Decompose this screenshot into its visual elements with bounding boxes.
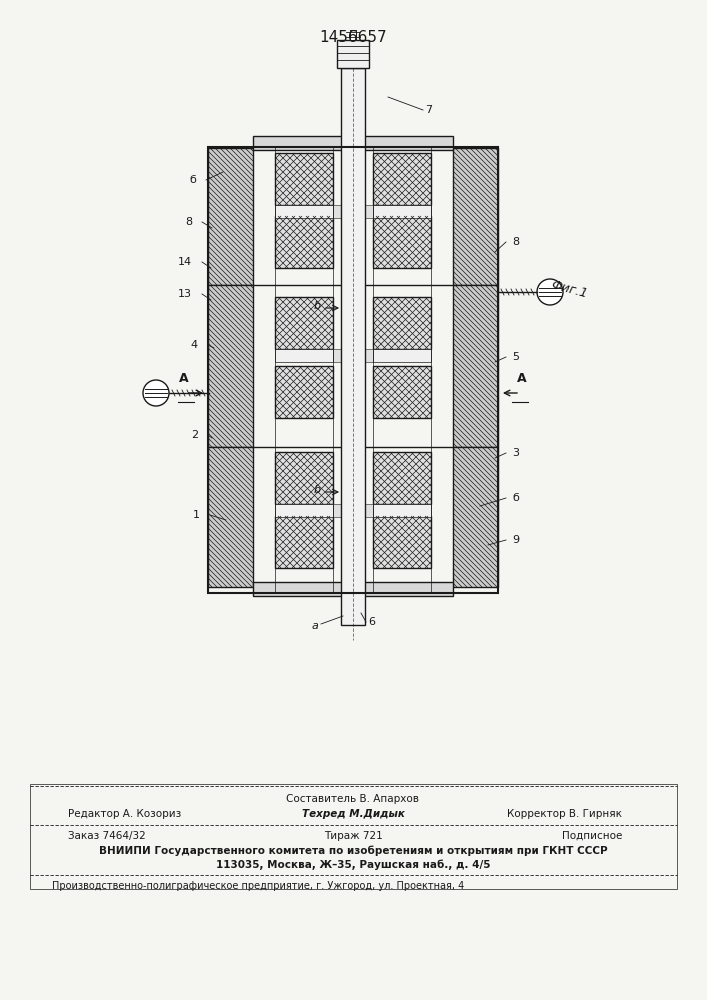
Bar — [373, 366, 431, 418]
Bar — [253, 582, 453, 596]
Bar — [373, 205, 431, 218]
Text: 2: 2 — [191, 430, 198, 440]
Bar — [208, 285, 253, 447]
Bar — [275, 349, 333, 362]
Text: Техред М.Дидык: Техред М.Дидык — [302, 809, 404, 819]
Bar — [373, 516, 431, 568]
Text: б: б — [512, 493, 519, 503]
Circle shape — [143, 380, 169, 406]
Bar — [373, 504, 431, 517]
Bar — [337, 40, 369, 68]
Text: 5: 5 — [512, 352, 519, 362]
Bar — [275, 297, 333, 349]
Text: 1: 1 — [193, 510, 200, 520]
Bar — [350, 30, 356, 40]
Text: Редактор А. Козориз: Редактор А. Козориз — [68, 809, 181, 819]
Bar — [453, 148, 498, 285]
Text: Фиг.1: Фиг.1 — [550, 279, 590, 301]
Bar — [373, 297, 431, 349]
Text: 4: 4 — [191, 340, 198, 350]
Bar — [341, 68, 365, 625]
Circle shape — [537, 279, 563, 305]
Bar — [453, 447, 498, 587]
Bar — [208, 147, 498, 593]
Text: Составитель В. Апархов: Составитель В. Апархов — [286, 794, 419, 804]
Bar — [275, 504, 333, 517]
Bar — [275, 216, 333, 268]
Text: 7: 7 — [425, 105, 432, 115]
Bar — [365, 205, 373, 218]
Text: 8: 8 — [512, 237, 519, 247]
Bar — [453, 285, 498, 447]
Bar — [275, 205, 333, 218]
Bar — [333, 504, 341, 517]
Text: Производственно-полиграфическое предприятие, г. Ужгород, ул. Проектная, 4: Производственно-полиграфическое предприя… — [52, 881, 464, 891]
Text: 13: 13 — [178, 289, 192, 299]
Bar — [365, 349, 373, 362]
Text: Тираж 721: Тираж 721 — [324, 831, 382, 841]
Bar — [30, 784, 677, 889]
Bar — [208, 447, 253, 587]
Text: Подписное: Подписное — [561, 831, 622, 841]
Text: 3: 3 — [512, 448, 519, 458]
Bar — [333, 349, 341, 362]
Bar — [275, 366, 333, 418]
Text: 14: 14 — [178, 257, 192, 267]
Text: ВНИИПИ Государственного комитета по изобретениям и открытиям при ГКНТ СССР: ВНИИПИ Государственного комитета по изоб… — [99, 845, 607, 856]
Text: b: b — [314, 485, 321, 495]
Text: Заказ 7464/32: Заказ 7464/32 — [68, 831, 146, 841]
Text: A: A — [179, 372, 189, 385]
Text: A: A — [518, 372, 527, 385]
Bar — [373, 452, 431, 504]
Bar — [365, 504, 373, 517]
Text: 6: 6 — [368, 617, 375, 627]
Text: 8: 8 — [185, 217, 192, 227]
Text: б: б — [189, 175, 196, 185]
Bar — [253, 136, 453, 150]
Bar — [333, 205, 341, 218]
Bar — [275, 153, 333, 205]
Text: 9: 9 — [512, 535, 519, 545]
Bar — [373, 349, 431, 362]
Text: a: a — [311, 621, 318, 631]
Bar — [373, 153, 431, 205]
Bar — [373, 216, 431, 268]
Bar — [208, 148, 253, 285]
Text: 113035, Москва, Ж–35, Раушская наб., д. 4/5: 113035, Москва, Ж–35, Раушская наб., д. … — [216, 859, 490, 869]
Text: Корректор В. Гирняк: Корректор В. Гирняк — [507, 809, 622, 819]
Text: b: b — [314, 301, 321, 311]
Text: 1456657: 1456657 — [319, 30, 387, 45]
Bar — [275, 516, 333, 568]
Bar — [275, 452, 333, 504]
